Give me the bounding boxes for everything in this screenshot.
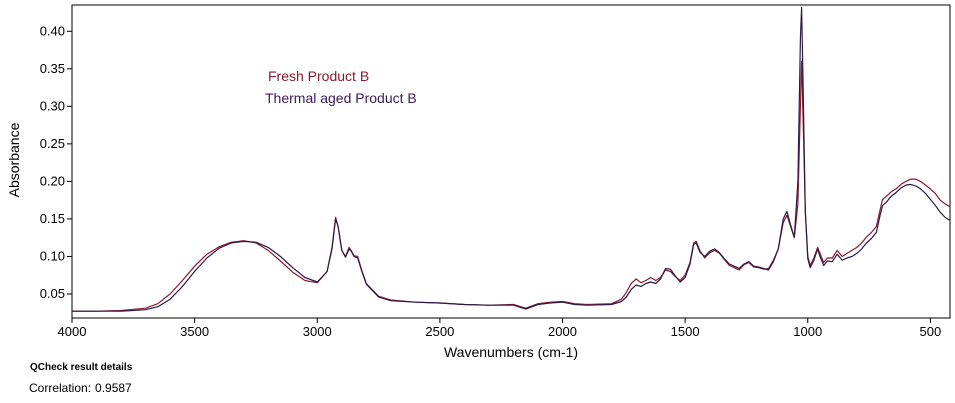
y-tick-label: 0.10	[40, 248, 65, 263]
series-line-thermal-aged	[72, 6, 951, 312]
y-tick-label: 0.35	[40, 61, 65, 76]
correlation-label: Correlation:	[29, 381, 92, 395]
qcheck-title: QCheck result details	[30, 362, 133, 373]
x-tick-label: 2500	[425, 324, 454, 339]
spectrum-chart: 0.05 0.10 0.15 0.20 0.25 0.30 0.35 0.40 4000 350…	[6, 4, 951, 360]
legend-entry-thermal-aged: Thermal aged Product B	[265, 90, 417, 106]
y-tick-label: 0.15	[40, 211, 65, 226]
y-axis: 0.05 0.10 0.15 0.20 0.25 0.30 0.35 0.40	[40, 23, 72, 301]
correlation-value: 0.9587	[95, 381, 132, 395]
y-axis-title: Absorbance	[6, 122, 22, 197]
x-tick-label: 2000	[548, 324, 577, 339]
y-tick-label: 0.25	[40, 136, 65, 151]
x-tick-label: 500	[920, 324, 942, 339]
y-tick-label: 0.05	[40, 286, 65, 301]
series-layer	[72, 6, 951, 312]
y-tick-label: 0.40	[40, 23, 65, 38]
x-axis-title: Wavenumbers (cm-1)	[444, 344, 578, 360]
legend-entry-fresh: Fresh Product B	[268, 68, 369, 84]
x-axis: 4000 3500 3000 2500 2000 1500 1000 500	[58, 318, 942, 339]
plot-area	[71, 4, 951, 319]
x-tick-label: 1500	[671, 324, 700, 339]
y-tick-label: 0.20	[40, 173, 65, 188]
x-tick-label: 3500	[180, 324, 209, 339]
x-tick-label: 3000	[303, 324, 332, 339]
correlation-row: Correlation: 0.9587	[25, 381, 132, 395]
x-tick-label: 1000	[793, 324, 822, 339]
x-tick-label: 4000	[58, 324, 87, 339]
y-tick-label: 0.30	[40, 98, 65, 113]
